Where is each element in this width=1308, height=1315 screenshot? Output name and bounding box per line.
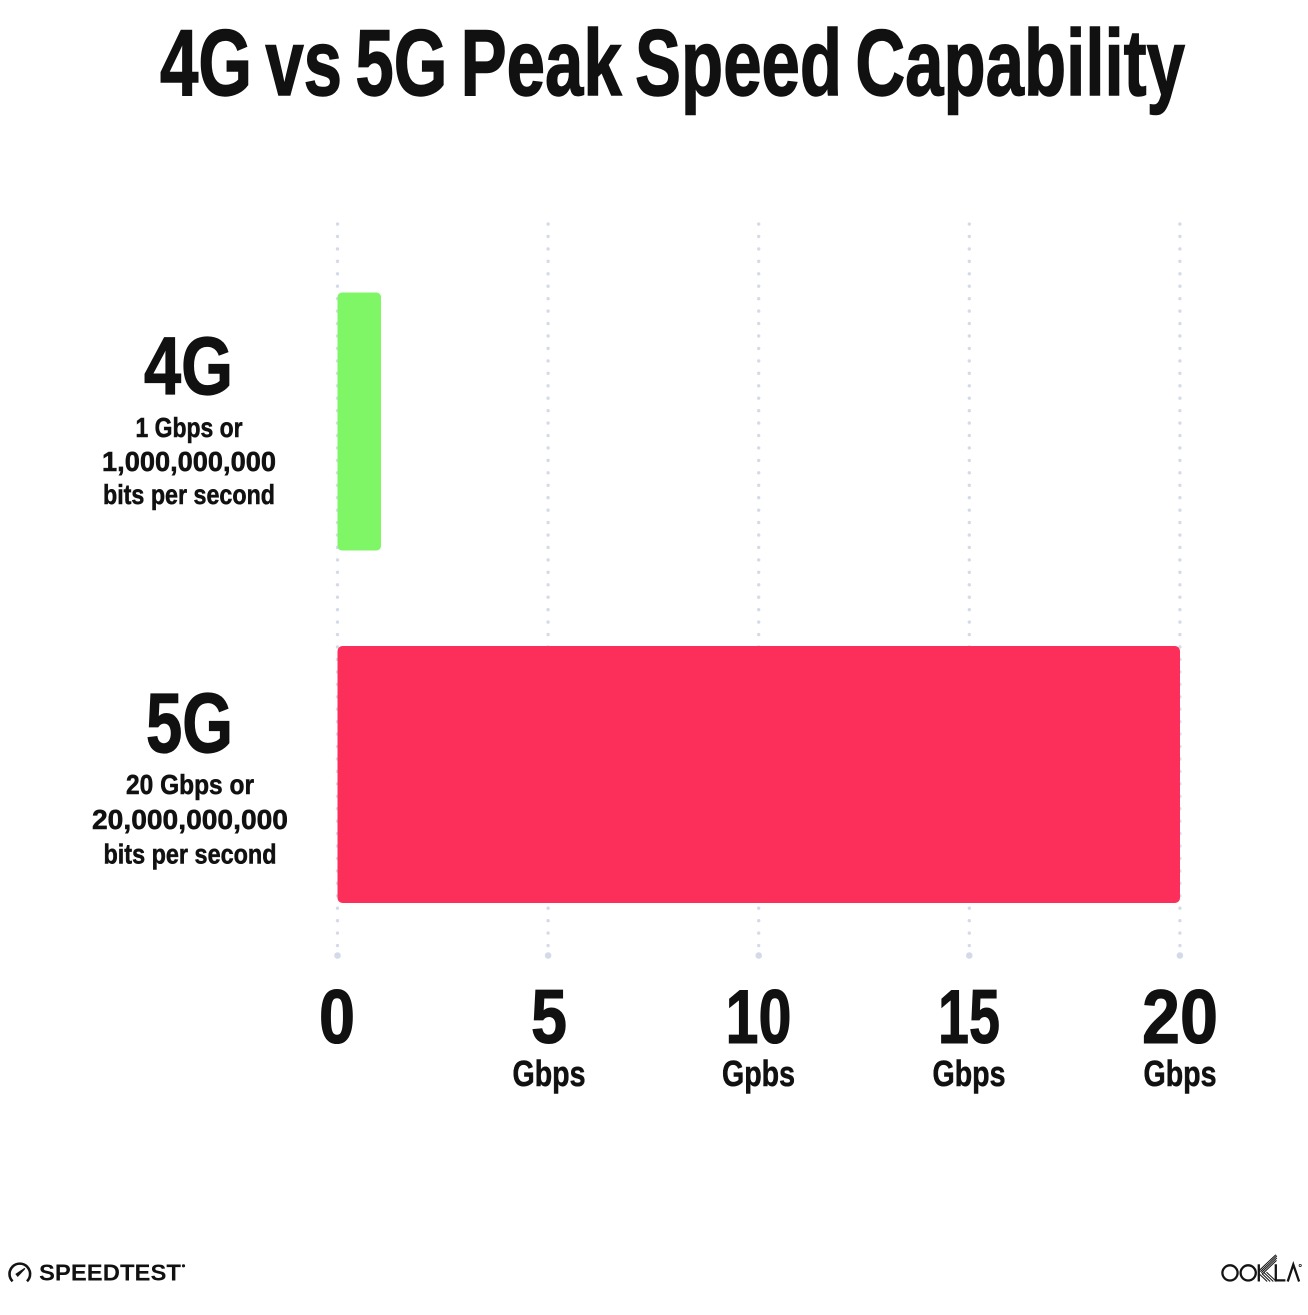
svg-text:Gpbs: Gpbs [722, 1053, 795, 1094]
svg-text:10: 10 [726, 975, 792, 1060]
svg-text:0: 0 [319, 975, 355, 1060]
svg-text:4G vs 5G Peak Speed Capability: 4G vs 5G Peak Speed Capability [160, 10, 1185, 115]
svg-text:15: 15 [938, 975, 1000, 1060]
svg-text:1 Gbps or: 1 Gbps or [136, 412, 243, 443]
svg-text:5: 5 [531, 975, 567, 1060]
svg-text:SPEEDTEST: SPEEDTEST [39, 1260, 181, 1286]
svg-text:5G: 5G [146, 676, 233, 770]
svg-text:Gbps: Gbps [933, 1053, 1006, 1094]
svg-text:Gbps: Gbps [1144, 1053, 1217, 1094]
svg-text:20: 20 [1142, 975, 1218, 1060]
svg-text:bits per second: bits per second [104, 839, 277, 870]
svg-text:bits per second: bits per second [103, 479, 275, 510]
svg-text:20,000,000,000: 20,000,000,000 [92, 804, 288, 835]
svg-text:Gbps: Gbps [513, 1053, 586, 1094]
svg-text:1,000,000,000: 1,000,000,000 [102, 446, 276, 477]
svg-text:4G: 4G [144, 321, 233, 412]
svg-text:20 Gbps or: 20 Gbps or [126, 769, 254, 800]
